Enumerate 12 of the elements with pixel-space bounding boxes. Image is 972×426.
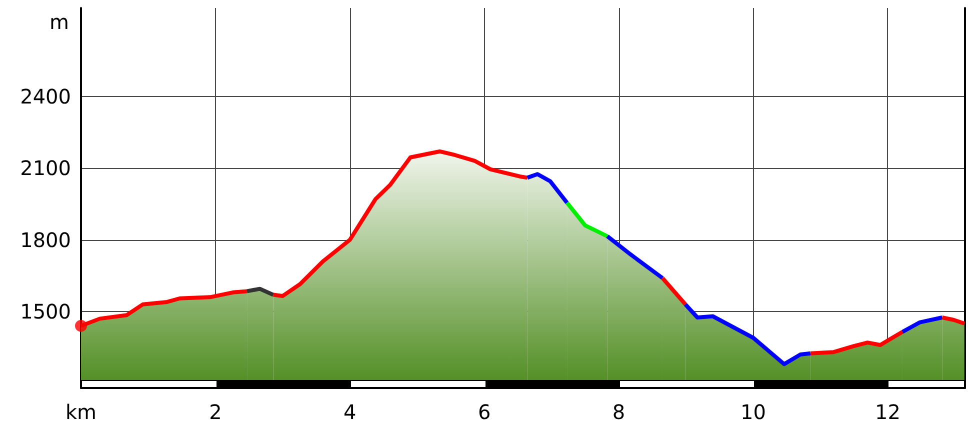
x-tick-label: 12 <box>874 400 900 424</box>
x-tick-label: 10 <box>740 400 766 424</box>
x-tick-label: 6 <box>478 400 491 424</box>
y-tick-label: 1500 <box>20 300 71 324</box>
y-tick-label: 2100 <box>20 156 71 180</box>
y-tick-label: 2400 <box>20 84 71 108</box>
x-tick-label: 2 <box>209 400 222 424</box>
x-axis-title: km <box>65 400 97 424</box>
y-axis-title: m <box>50 10 69 34</box>
x-tick-label: 8 <box>612 400 626 424</box>
y-tick-label: 1800 <box>20 228 71 252</box>
x-tick-label: 4 <box>344 400 356 424</box>
